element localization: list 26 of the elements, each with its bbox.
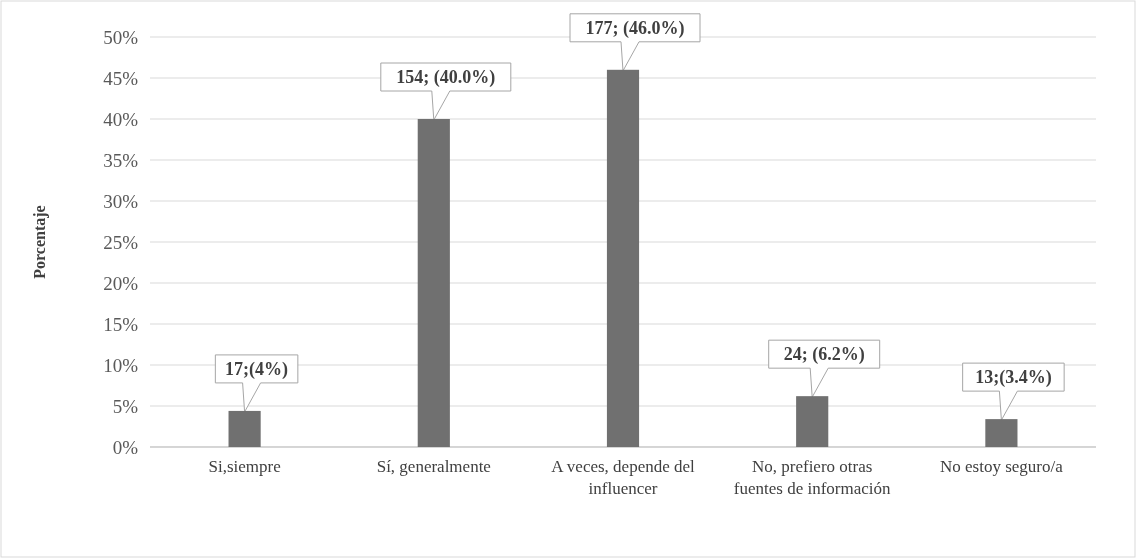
bar xyxy=(606,69,640,447)
bar xyxy=(417,119,450,447)
y-axis-title: Porcentaje xyxy=(31,205,49,279)
y-tick-label: 50% xyxy=(103,26,139,48)
data-label: 17;(4%) xyxy=(225,359,289,381)
y-tick-label: 45% xyxy=(103,67,139,89)
data-label: 24; (6.2%) xyxy=(783,344,865,366)
y-tick-label: 0% xyxy=(112,436,139,458)
y-tick-label: 15% xyxy=(103,313,139,335)
bar xyxy=(796,396,829,447)
y-tick-label: 30% xyxy=(103,190,139,212)
y-tick-label: 20% xyxy=(103,272,139,294)
y-tick-label: 40% xyxy=(103,108,139,130)
bar xyxy=(985,419,1018,447)
data-label: 177; (46.0%) xyxy=(585,18,685,40)
data-label: 154; (40.0%) xyxy=(396,67,496,89)
y-tick-label: 35% xyxy=(103,149,139,171)
y-tick-label: 5% xyxy=(112,395,139,417)
x-tick-label: Si,siempre xyxy=(208,457,281,476)
x-tick-label: No, prefiero otras fuentes de información xyxy=(733,457,892,498)
x-tick-label: Sí, generalmente xyxy=(376,457,491,476)
y-tick-label: 10% xyxy=(103,354,139,376)
x-tick-label: A veces, depende del influencer xyxy=(551,457,696,498)
y-tick-label: 25% xyxy=(103,231,139,253)
data-label: 13;(3.4%) xyxy=(975,367,1052,389)
x-tick-label: No estoy seguro/a xyxy=(940,457,1064,476)
